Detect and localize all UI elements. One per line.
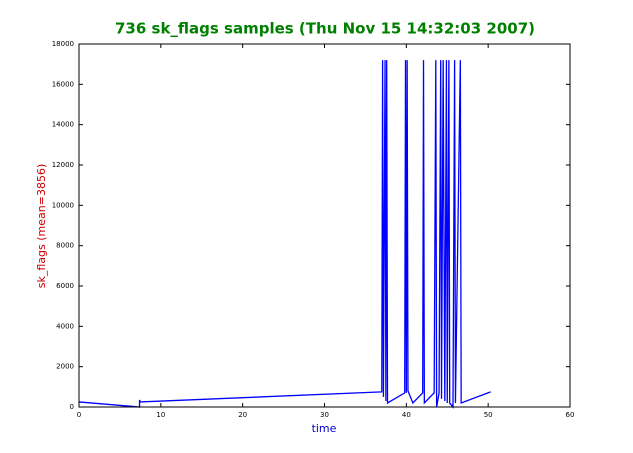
data-line — [78, 60, 491, 409]
x-tick-label: 60 — [566, 411, 575, 419]
y-tick-label: 18000 — [52, 40, 74, 48]
x-tick-label: 30 — [320, 411, 329, 419]
x-axis-label: time — [312, 422, 337, 435]
plot-frame — [78, 43, 571, 408]
y-tick-label: 6000 — [56, 282, 74, 290]
x-tick-label: 20 — [238, 411, 247, 419]
y-tick-label: 16000 — [52, 80, 74, 88]
y-axis-label: sk_flags (mean=3856) — [35, 164, 48, 288]
y-tick-label: 12000 — [52, 161, 74, 169]
y-tick-label: 14000 — [52, 121, 74, 129]
y-tick-label: 8000 — [56, 242, 74, 250]
x-tick-label: 50 — [484, 411, 493, 419]
y-tick-label: 0 — [70, 403, 74, 411]
x-tick-label: 0 — [77, 411, 81, 419]
x-tick-label: 40 — [402, 411, 411, 419]
y-tick-label: 4000 — [56, 322, 74, 330]
y-tick-label: 10000 — [52, 201, 74, 209]
chart-title: 736 sk_flags samples (Thu Nov 15 14:32:0… — [115, 20, 535, 38]
x-tick-label: 10 — [156, 411, 165, 419]
y-tick-label: 2000 — [56, 363, 74, 371]
